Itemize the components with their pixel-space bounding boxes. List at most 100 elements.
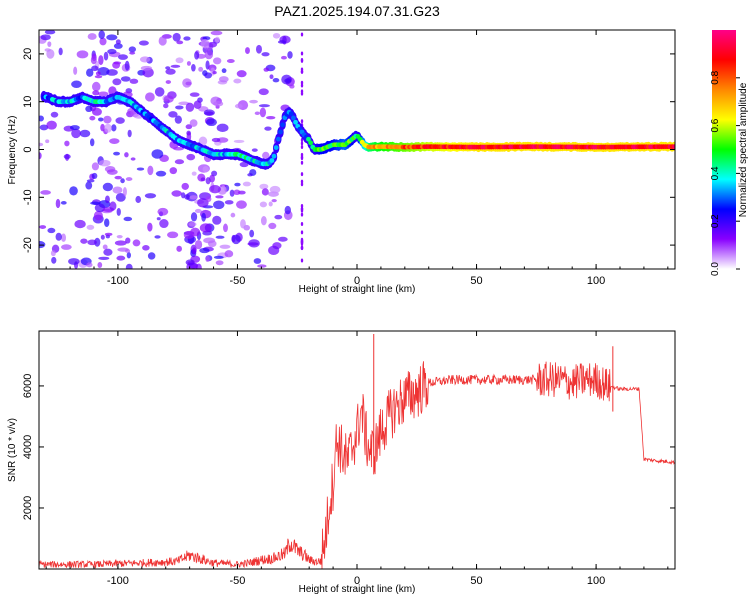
spectrogram-noise-blob	[224, 200, 234, 205]
spectrogram-noise-blob	[165, 80, 172, 84]
spectrogram-noise-blob	[64, 140, 70, 147]
spectrogram-noise-blob	[125, 263, 133, 269]
spectrogram-noise-blob	[300, 212, 304, 217]
spectrogram-noise-blob	[61, 244, 72, 250]
y-tick-label: 0	[22, 146, 34, 152]
spectrogram-noise-blob	[128, 46, 137, 53]
spectrogram-noise-blob	[116, 255, 126, 261]
spectrogram-noise-blob	[165, 68, 176, 75]
spectrogram-noise-blob	[189, 92, 200, 97]
spectrogram-noise-blob	[262, 151, 270, 160]
spectrogram-noise-blob	[120, 178, 125, 184]
spectrogram-noise-layer	[39, 30, 304, 269]
spectrogram-noise-blob	[129, 78, 139, 84]
spectrogram-noise-blob	[261, 52, 270, 57]
spectrogram-noise-blob	[269, 185, 281, 194]
spectrogram-noise-blob	[221, 68, 227, 74]
spectrogram-noise-blob	[99, 37, 107, 46]
spectrogram-noise-blob	[115, 117, 125, 124]
y-tick-label: 2000	[22, 496, 34, 520]
spectrogram-noise-blob	[138, 40, 149, 46]
spectrogram-noise-blob	[236, 70, 247, 78]
spectrogram-noise-blob	[212, 71, 217, 75]
spectrogram-noise-blob	[122, 186, 127, 197]
x-tick-label: 0	[354, 575, 360, 587]
spectrogram-noise-blob	[258, 88, 269, 96]
spectrogram-noise-blob	[103, 115, 112, 124]
spectrogram-noise-blob	[71, 128, 81, 139]
spectrogram-noise-blob	[220, 185, 226, 193]
spectrogram-noise-blob	[79, 129, 91, 138]
spectrogram-noise-blob	[104, 232, 113, 237]
spectrogram-noise-blob	[90, 55, 97, 65]
spectrogram-noise-blob	[199, 223, 212, 233]
colorbar-scale	[712, 30, 736, 269]
spectrogram-noise-blob	[80, 238, 88, 244]
spectrogram-noise-blob	[39, 142, 44, 147]
spectrogram-noise-blob	[157, 207, 169, 216]
spectrogram-noise-blob	[158, 36, 167, 46]
spectrogram-noise-blob	[204, 111, 214, 116]
spectrogram-noise-blob	[268, 201, 273, 207]
spectrogram-noise-blob	[259, 183, 269, 190]
spectrogram-noise-blob	[274, 214, 283, 220]
ridge-core	[278, 129, 283, 135]
ridge-core	[275, 136, 281, 142]
spectrogram-noise-blob	[287, 51, 293, 59]
spectrogram-noise-blob	[76, 50, 89, 59]
colorbar-tick-label: 0.2	[710, 214, 721, 228]
spectrogram-noise-blob	[115, 192, 126, 202]
spectrogram-noise-blob	[194, 239, 203, 250]
x-tick-label: 100	[587, 275, 605, 287]
chart-title: PAZ1.2025.194.07.31.G23	[274, 3, 440, 19]
spectrogram-noise-blob	[145, 92, 155, 102]
spectrogram-noise-blob	[136, 167, 145, 171]
spectrogram-noise-blob	[151, 149, 164, 159]
spectrogram-noise-blob	[213, 101, 224, 107]
spectrogram-noise-blob	[114, 240, 127, 246]
spectrogram-noise-blob	[198, 66, 204, 72]
spectrogram-noise-blob	[94, 203, 106, 213]
spectrogram-noise-blob	[92, 90, 100, 96]
spectrogram-ridge	[40, 90, 675, 170]
spectrogram-noise-blob	[284, 205, 291, 215]
spectrogram-noise-blob	[93, 210, 103, 221]
spectrogram-noise-blob	[300, 80, 304, 85]
spectrogram-noise-blob	[163, 103, 169, 109]
spectrogram-noise-blob	[102, 182, 113, 192]
spectrogram-noise-blob	[266, 116, 276, 120]
spectrogram-noise-blob	[58, 47, 63, 56]
spectrogram-noise-blob	[300, 141, 304, 146]
spectrogram-noise-blob	[194, 208, 202, 213]
spectrogram-noise-blob	[300, 160, 304, 165]
spectrogram-noise-blob	[91, 162, 99, 171]
x-tick-label: 0	[354, 275, 360, 287]
spectrogram-noise-blob	[300, 246, 304, 251]
spectrogram-noise-blob	[87, 33, 97, 40]
spectrogram-noise-blob	[40, 190, 51, 195]
spectrogram-noise-blob	[91, 65, 99, 72]
spectrogram-noise-blob	[230, 212, 236, 218]
x-tick-label: 50	[470, 275, 482, 287]
spectrogram-noise-blob	[104, 218, 110, 228]
spectrogram-noise-blob	[98, 159, 111, 167]
spectrogram-noise-blob	[201, 212, 206, 222]
spectrogram-noise-blob	[147, 165, 154, 176]
spectrogram-noise-blob	[261, 188, 269, 196]
spectrogram-noise-blob	[269, 74, 274, 80]
spectrogram-noise-blob	[300, 58, 304, 63]
spectrogram-noise-blob	[51, 256, 57, 264]
ridge-core	[308, 140, 314, 146]
spectrogram-noise-blob	[46, 120, 57, 130]
spectrogram-noise-blob	[115, 39, 121, 45]
spectrogram-noise-blob	[268, 245, 280, 256]
spectrogram-noise-blob	[44, 48, 51, 52]
spectrogram-noise-blob	[100, 234, 105, 240]
spectrogram-noise-blob	[123, 216, 133, 222]
x-tick-label: -100	[107, 275, 129, 287]
spectrogram-noise-blob	[159, 219, 169, 229]
spectrogram-noise-blob	[60, 201, 67, 205]
spectrogram-noise-blob	[55, 198, 61, 209]
spectrogram-noise-blob	[272, 32, 281, 39]
spectrogram-noise-blob	[50, 250, 56, 257]
